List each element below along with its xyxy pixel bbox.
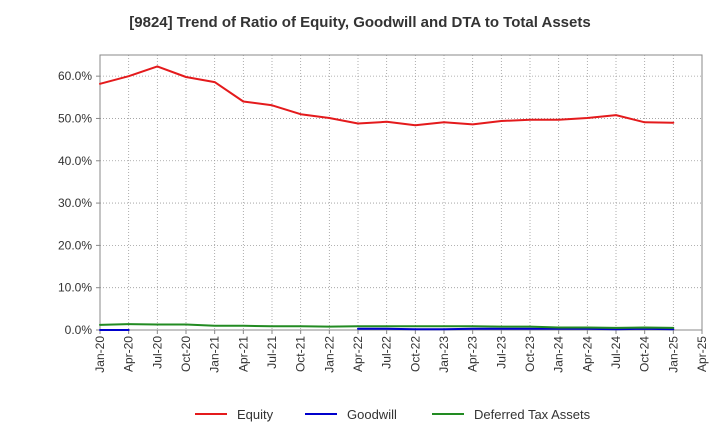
- grid-layer: [100, 55, 702, 330]
- x-tick-label: Apr-21: [236, 336, 250, 372]
- legend-label-goodwill: Goodwill: [347, 407, 397, 422]
- chart-title: [9824] Trend of Ratio of Equity, Goodwil…: [129, 14, 591, 31]
- x-tick-label: Jan-23: [437, 336, 451, 373]
- axis-layer: 0.0% 10.0% 20.0% 30.0% 40.0% 50.0% 60.0% Jan-20…: [58, 54, 709, 373]
- x-tick-label: Oct-24: [638, 336, 652, 372]
- legend-label-equity: Equity: [237, 407, 274, 422]
- x-tick-label: Jul-24: [609, 336, 623, 369]
- y-tick-label: 10.0%: [58, 281, 92, 295]
- x-tick-label: Oct-21: [294, 336, 308, 372]
- x-tick-label: Apr-24: [580, 336, 594, 372]
- x-tick-label: Oct-23: [523, 336, 537, 372]
- series-line-deferred-tax-assets: [99, 323, 675, 329]
- x-tick-label: Apr-20: [122, 336, 136, 372]
- x-tick-label: Apr-25: [695, 336, 709, 372]
- plot-frame: [99, 54, 703, 331]
- legend-layer: Equity Goodwill Deferred Tax Assets: [195, 407, 591, 422]
- x-tick-label: Apr-22: [351, 336, 365, 372]
- x-tick-label: Jul-22: [380, 336, 394, 369]
- series-layer: [99, 65, 675, 331]
- y-tick-label: 20.0%: [58, 238, 92, 252]
- x-tick-label: Jan-25: [666, 336, 680, 373]
- y-tick-label: 0.0%: [65, 323, 93, 337]
- x-tick-label: Oct-20: [179, 336, 193, 372]
- y-tick-label: 50.0%: [58, 111, 92, 125]
- x-tick-label: Apr-23: [466, 336, 480, 372]
- x-tick-label: Jan-24: [552, 336, 566, 373]
- y-tick-label: 60.0%: [58, 69, 92, 83]
- series-line-equity: [99, 65, 675, 127]
- x-tick-label: Jul-20: [150, 336, 164, 369]
- y-tick-label: 40.0%: [58, 154, 92, 168]
- series-line-goodwill: [357, 327, 675, 331]
- x-tick-label: Jan-21: [208, 336, 222, 373]
- x-tick-label: Jul-21: [265, 336, 279, 369]
- x-tick-label: Oct-22: [408, 336, 422, 372]
- x-tick-label: Jul-23: [494, 336, 508, 369]
- legend-label-deferred-tax-assets: Deferred Tax Assets: [474, 407, 591, 422]
- y-tick-label: 30.0%: [58, 196, 92, 210]
- x-tick-label: Jan-22: [322, 336, 336, 373]
- x-tick-label: Jan-20: [93, 336, 107, 373]
